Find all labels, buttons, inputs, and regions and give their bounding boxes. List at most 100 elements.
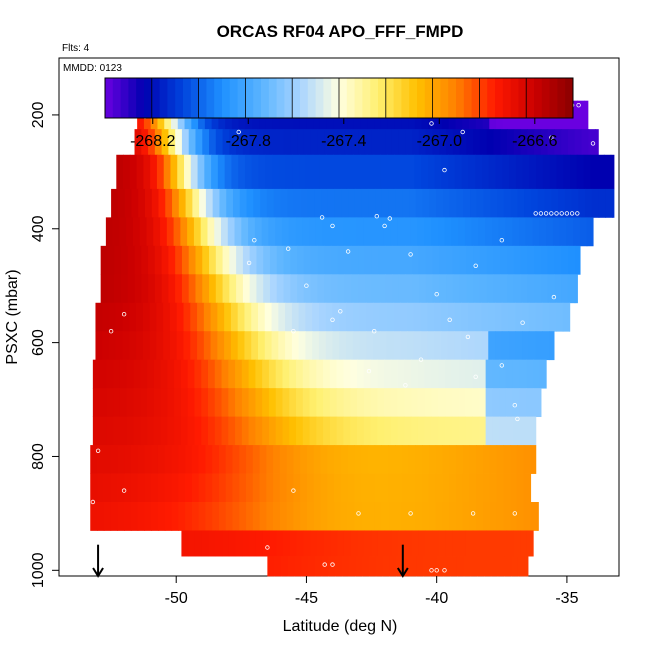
- heatmap-cell: [395, 445, 403, 474]
- heatmap-cell: [336, 416, 345, 446]
- heatmap-cell: [310, 129, 318, 156]
- heatmap-cell: [201, 388, 209, 418]
- heatmap-cell: [530, 473, 532, 503]
- heatmap-cell: [255, 388, 263, 418]
- heatmap-cell: [296, 530, 304, 557]
- heatmap-cell: [436, 188, 444, 218]
- heatmap-cell: [409, 188, 417, 218]
- heatmap-cell: [106, 416, 114, 446]
- heatmap-cell: [443, 556, 451, 577]
- heatmap-cell: [486, 274, 495, 304]
- heatmap-cell: [423, 556, 431, 577]
- heatmap-cell: [300, 445, 308, 474]
- heatmap-cell: [153, 359, 162, 389]
- heatmap-cell: [522, 154, 530, 190]
- sample-point: [512, 511, 517, 516]
- heatmap-cell: [183, 302, 191, 332]
- heatmap-cell: [194, 416, 202, 446]
- heatmap-cell: [438, 416, 446, 446]
- heatmap-cell: [404, 359, 412, 389]
- heatmap-cell: [300, 188, 309, 218]
- colorbar-swatch: [315, 78, 324, 118]
- heatmap-cell: [160, 416, 168, 446]
- heatmap-cell: [229, 245, 237, 275]
- colorbar-swatch: [378, 78, 387, 118]
- heatmap-cell: [513, 245, 522, 275]
- colorbar-swatch: [292, 78, 301, 118]
- heatmap-cell: [285, 331, 293, 361]
- colorbar-swatch: [417, 78, 426, 118]
- heatmap-cell: [361, 445, 369, 474]
- colorbar-swatch: [557, 78, 566, 118]
- heatmap-cell: [361, 473, 369, 503]
- heatmap-cell: [499, 416, 507, 446]
- heatmap-cell: [526, 416, 534, 446]
- heatmap-cell: [381, 502, 389, 531]
- heatmap-cell: [99, 416, 107, 446]
- heatmap-cell: [586, 217, 594, 247]
- heatmap-cell: [459, 274, 467, 304]
- heatmap-cell: [283, 530, 291, 557]
- heatmap-cell: [361, 188, 370, 218]
- heatmap-cell: [431, 359, 439, 389]
- heatmap-cell: [214, 217, 222, 247]
- heatmap-cell: [451, 388, 460, 418]
- heatmap-cell: [249, 245, 258, 275]
- heatmap-cell: [554, 274, 562, 304]
- heatmap-cell: [438, 359, 446, 389]
- heatmap-cell: [305, 302, 313, 332]
- heatmap-cell: [452, 129, 461, 156]
- heatmap-cell: [144, 502, 152, 531]
- heatmap-cell: [114, 245, 122, 275]
- heatmap-cell: [215, 129, 224, 156]
- heatmap-cell: [413, 302, 422, 332]
- heatmap-cell: [391, 530, 399, 557]
- heatmap-cell: [463, 188, 471, 218]
- heatmap-cell: [320, 445, 328, 474]
- heatmap-cell: [181, 530, 189, 557]
- heatmap-cell: [554, 245, 562, 275]
- heatmap-cell: [537, 188, 546, 218]
- heatmap-cell: [269, 530, 277, 557]
- heatmap-cell: [567, 245, 576, 275]
- heatmap-cell: [163, 331, 171, 361]
- heatmap-cell: [198, 502, 206, 531]
- heatmap-cell: [439, 274, 447, 304]
- heatmap-cell: [215, 245, 224, 275]
- heatmap-cell: [164, 502, 173, 531]
- heatmap-cell: [286, 502, 295, 531]
- heatmap-cell: [470, 188, 478, 218]
- heatmap-cell: [209, 245, 217, 275]
- date-label: MMDD: 0123: [63, 63, 122, 74]
- heatmap-cell: [160, 388, 168, 418]
- heatmap-cell: [397, 217, 405, 247]
- heatmap-cell: [195, 129, 203, 156]
- heatmap-cell: [103, 473, 112, 503]
- heatmap-cell: [540, 129, 549, 156]
- heatmap-cell: [230, 302, 239, 332]
- colorbar-swatch: [307, 78, 317, 118]
- heatmap-cell: [212, 502, 220, 531]
- heatmap-cell: [610, 154, 615, 190]
- heatmap-cell: [534, 129, 542, 156]
- sample-point: [473, 263, 478, 268]
- heatmap-cell: [324, 274, 332, 304]
- heatmap-cell: [388, 188, 397, 218]
- heatmap-cell: [321, 188, 329, 218]
- heatmap-cell: [218, 502, 227, 531]
- heatmap-cell: [316, 530, 325, 557]
- heatmap-cell: [515, 302, 523, 332]
- heatmap-cell: [113, 388, 121, 418]
- heatmap-cell: [205, 502, 213, 531]
- heatmap-cell: [92, 416, 101, 446]
- colorbar-swatch: [424, 78, 434, 118]
- heatmap-cell: [513, 530, 521, 557]
- heatmap-cell: [326, 154, 334, 190]
- heatmap-cell: [292, 154, 300, 190]
- colorbar-swatch: [128, 78, 137, 118]
- heatmap-cell: [194, 359, 202, 389]
- heatmap-cell: [327, 473, 335, 503]
- heatmap-cell: [126, 359, 135, 389]
- heatmap-cell: [327, 502, 335, 531]
- heatmap-cell: [375, 556, 384, 577]
